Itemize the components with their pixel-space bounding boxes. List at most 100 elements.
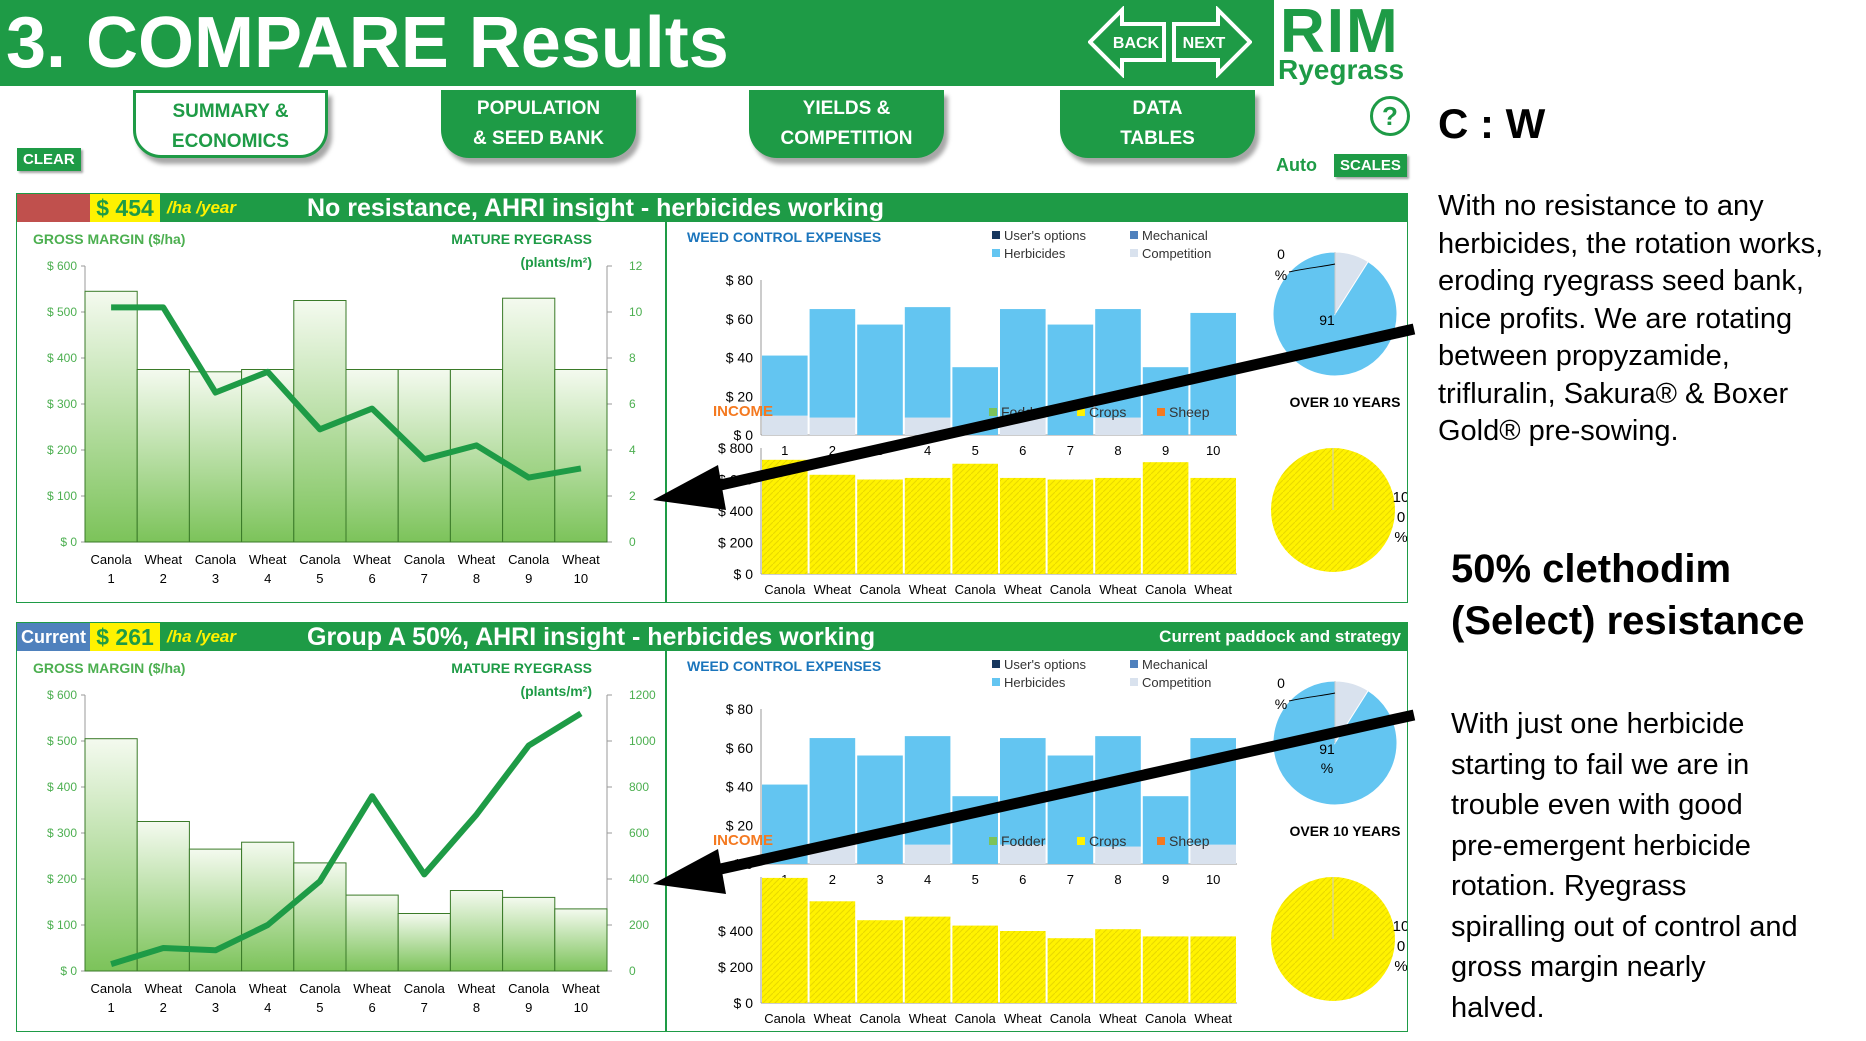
x-crop-label: Wheat [562,981,600,996]
rim-logo: RIM Ryegrass [1274,0,1422,86]
wc-herbicide-bar [1095,309,1141,418]
sidebar-line: 50% clethodim [1451,547,1732,591]
x-crop-label: Wheat [249,981,287,996]
unit-label: /ha /year [167,198,236,217]
tab-population-seed-bank[interactable]: POPULATION & SEED BANK [441,90,636,158]
x-year-label: 9 [1162,872,1169,887]
legend-label: User's options [1004,228,1086,243]
clear-button[interactable]: CLEAR [17,148,81,171]
sidebar-line: spiralling out of control and [1451,910,1798,943]
gross-margin-bar [449,890,504,972]
x-year-label: 1 [781,600,788,602]
x-year-label: 2 [829,600,836,602]
income-crops-bar [1190,477,1236,574]
gross-margin-bar [554,369,608,543]
tab-data-tables[interactable]: DATA TABLES [1060,90,1255,158]
wc-competition-bar [1095,417,1141,435]
ryegrass-tick: 12 [629,259,643,273]
wc-herbicide-bar [1142,796,1189,864]
next-button[interactable]: NEXT [1170,6,1252,78]
sidebar-line: trouble even with good [1451,789,1743,821]
sidebar-line: With just one herbicide [1451,708,1745,740]
gross-margin-bar [241,369,295,543]
x-year-label: 6 [1019,1029,1026,1031]
income-tick: $ 0 [734,995,754,1011]
legend-label: Competition [1142,675,1211,690]
income-crops-bar [1000,477,1046,574]
legend-swatch [1157,408,1165,416]
legend-swatch [1077,837,1085,845]
x-year-label: 2 [829,872,836,887]
ryegrass-axis-title: MATURE RYEGRASS [451,231,592,247]
wc-competition-bar [809,417,856,435]
header-bar: 3. COMPARE Results BACK NEXT RIM Ryegras… [0,0,1422,86]
gross-margin-bar [502,896,556,972]
pie-label: 91 [1319,741,1335,757]
x-year-label: 3 [876,600,883,602]
x-year-label: 2 [160,1000,167,1015]
x-year-label: 8 [473,571,480,586]
legend-label: Sheep [1169,833,1210,849]
pie-leader-line [1288,692,1336,702]
x-year-label: 5 [316,571,323,586]
x-year-label: 10 [1206,872,1220,887]
tab-summary-economics[interactable]: SUMMARY & ECONOMICS [133,90,328,158]
gm-tick: $ 400 [47,351,77,365]
legend-swatch [989,408,997,416]
scenario-title: No resistance, AHRI insight - herbicides… [307,194,884,222]
wc-competition-bar [809,844,856,864]
ryegrass-line [110,710,583,967]
income-tick: $ 800 [718,440,753,456]
wc-herbicide-bar [952,367,998,435]
wc-tick: $ 80 [726,701,753,717]
pie-label: % [1394,958,1407,975]
gross-margin-bar [345,894,399,972]
scenario-panel: Current $ 261/ha /year Group A 50%, AHRI i… [16,622,1408,1032]
gm-tick: $ 500 [47,305,77,319]
x-year-label: 3 [876,443,883,458]
panel-charts: GROSS MARGIN ($/ha) MATURE RYEGRASS (plant… [33,228,1407,602]
x-crop-label: Wheat [909,582,947,597]
legend-label: Crops [1089,404,1126,420]
tab-label: POPULATION [476,98,601,119]
ryegrass-tick: 400 [629,872,649,886]
unit-label: /ha /year [167,627,236,646]
ryegrass-axis-unit: (plants/m²) [520,683,592,699]
ryegrass-tick: 8 [629,351,636,365]
x-year-label: 7 [421,571,428,586]
x-crop-label: Canola [955,582,997,597]
pie-label: % [1321,760,1333,776]
x-crop-label: Wheat [1194,1011,1232,1026]
scales-button[interactable]: SCALES [1334,154,1407,177]
status-badge [17,194,90,222]
gross-margin-bar [397,913,451,972]
gm-tick: $ 300 [47,826,77,840]
x-year-label: 10 [1206,1029,1220,1031]
x-year-label: 2 [160,571,167,586]
auto-label: Auto [1276,155,1317,175]
tab-label: ECONOMICS [171,131,290,152]
wc-tick: $ 40 [726,350,753,366]
x-year-label: 7 [421,1000,428,1015]
x-year-label: 6 [368,1000,375,1015]
x-crop-label: Canola [299,981,341,996]
x-year-label: 8 [1114,872,1121,887]
wc-tick: $ 0 [734,856,754,872]
x-crop-label: Canola [859,582,901,597]
x-year-label: 6 [368,571,375,586]
income-crops-bar [1095,477,1141,574]
x-year-label: 10 [574,1000,588,1015]
legend-swatch [1130,231,1138,239]
tab-yields-competition[interactable]: YIELDS & COMPETITION [749,90,944,158]
x-crop-label: Canola [508,981,550,996]
pie-label: 91 [1319,312,1335,328]
income-tick: $ 400 [718,923,753,939]
sidebar-line: (Select) resistance [1451,599,1805,643]
wc-herbicide-bar [1047,755,1094,864]
pie-label: 0 [1277,246,1285,262]
income-crops-bar [1142,462,1189,574]
income-crops-bar [1142,936,1189,1003]
status-badge: Current [17,623,90,651]
back-button[interactable]: BACK [1088,6,1168,78]
help-button[interactable]: ? [1370,96,1410,136]
